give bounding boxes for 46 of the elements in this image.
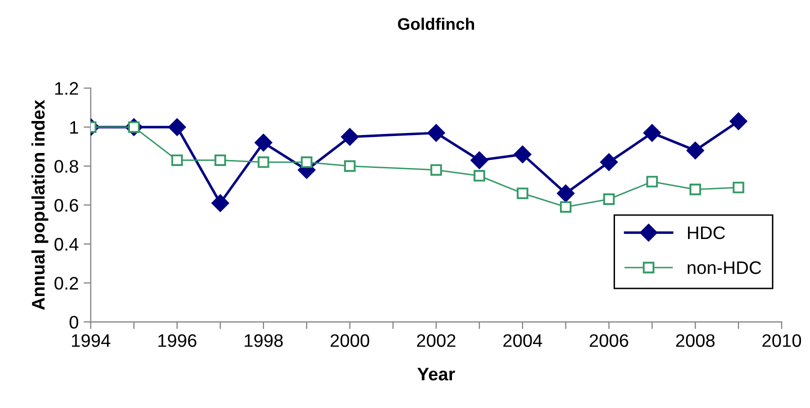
x-tick-label: 1994 [72, 334, 110, 347]
point [341, 128, 359, 146]
point [686, 142, 704, 160]
y-tick-label: 0.2 [54, 276, 78, 290]
point [514, 146, 532, 164]
x-axis-title: Year [417, 368, 455, 380]
point [474, 170, 486, 182]
legend-label: non-HDC [688, 261, 762, 274]
x-tick-label: 2000 [330, 334, 370, 347]
y-tick-label: 1.2 [55, 82, 78, 95]
x-tick-label: 1998 [244, 334, 283, 347]
point [470, 151, 488, 169]
point [556, 184, 574, 202]
point [732, 182, 744, 194]
point [300, 156, 312, 168]
y-tick-label: 0 [70, 316, 78, 329]
y-tick-label: 1 [70, 121, 78, 134]
y-tick-label: 0.8 [54, 160, 78, 173]
x-tick-label: 2004 [503, 334, 542, 347]
point [168, 118, 186, 136]
chart-title: Goldfinch [398, 18, 474, 30]
legend-label: HDC [688, 226, 725, 240]
x-tick-label: 2010 [762, 334, 802, 347]
point [430, 164, 442, 176]
point [344, 160, 356, 172]
point [171, 154, 183, 166]
point [730, 112, 748, 130]
y-tick-label: 0.4 [54, 238, 78, 251]
x-tick-label: 2008 [676, 334, 715, 347]
x-tick-label: 2002 [417, 334, 456, 347]
point [646, 176, 658, 188]
point [690, 184, 702, 196]
point [254, 134, 272, 152]
point [214, 154, 226, 166]
y-axis-title: Annual population index [31, 100, 48, 310]
x-tick-label: 2006 [590, 334, 628, 347]
point [600, 153, 618, 171]
x-tick-label: 1996 [158, 334, 196, 347]
y-tick-label: 0.6 [54, 198, 78, 212]
point [603, 193, 615, 205]
point [643, 124, 661, 142]
point [212, 194, 230, 212]
point [427, 124, 445, 142]
point [516, 188, 528, 200]
point [560, 201, 572, 213]
point [258, 156, 270, 168]
